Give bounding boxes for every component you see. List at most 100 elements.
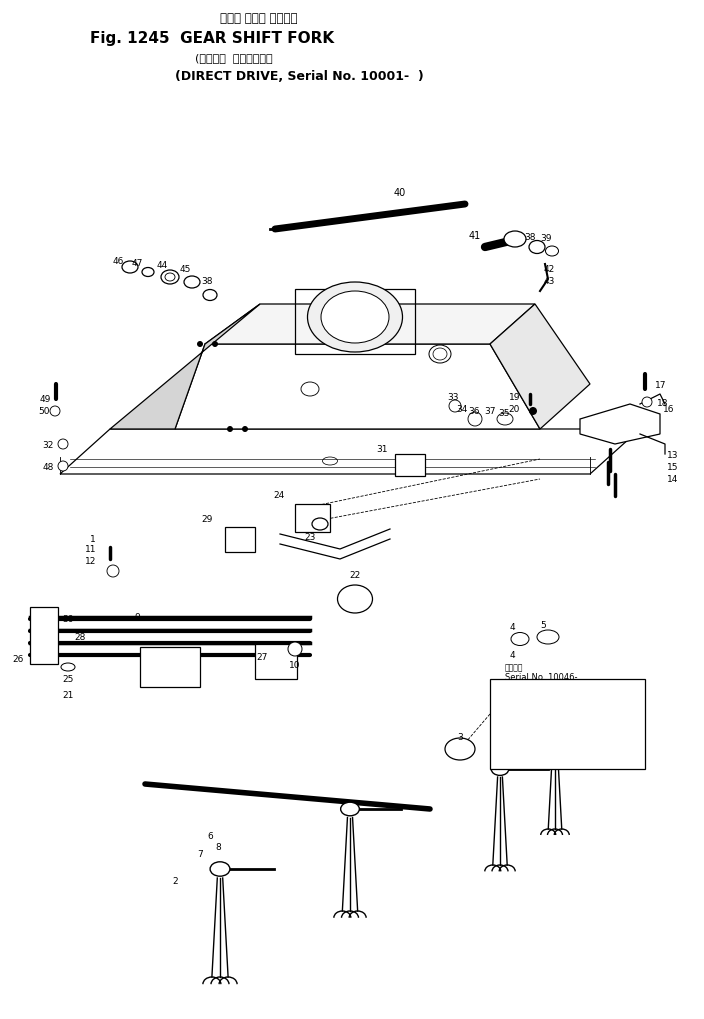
Text: 17: 17 — [655, 380, 667, 389]
Text: 9: 9 — [134, 611, 140, 621]
Circle shape — [449, 400, 461, 413]
Text: ギャー シフト フォーク: ギャー シフト フォーク — [220, 11, 298, 24]
Bar — [295, 504, 330, 533]
Text: 35: 35 — [498, 408, 510, 417]
Bar — [395, 454, 425, 477]
Text: 27: 27 — [256, 653, 268, 662]
Text: 37: 37 — [484, 408, 496, 416]
Ellipse shape — [321, 291, 389, 343]
Polygon shape — [175, 344, 540, 430]
Circle shape — [107, 566, 119, 578]
Text: 18: 18 — [657, 398, 669, 408]
Circle shape — [468, 413, 482, 427]
Text: 30: 30 — [62, 614, 74, 624]
Text: 25: 25 — [63, 675, 74, 684]
Text: (DIRECT DRIVE, Serial No. 10001-  ): (DIRECT DRIVE, Serial No. 10001- ) — [175, 69, 424, 83]
Ellipse shape — [210, 862, 230, 876]
Text: 31: 31 — [377, 445, 388, 454]
Circle shape — [58, 462, 68, 472]
Ellipse shape — [546, 247, 558, 257]
Text: 3: 3 — [457, 733, 463, 742]
Text: 適用号機: 適用号機 — [505, 662, 524, 672]
Text: 43: 43 — [543, 277, 555, 286]
Text: 19: 19 — [508, 393, 520, 403]
Circle shape — [242, 427, 248, 433]
Ellipse shape — [529, 242, 545, 255]
Text: 14: 14 — [667, 475, 679, 484]
Text: 4: 4 — [509, 650, 515, 659]
Text: 28: 28 — [75, 632, 86, 641]
Text: 13: 13 — [667, 450, 679, 459]
Circle shape — [212, 341, 218, 347]
Polygon shape — [110, 305, 260, 430]
Text: 32: 32 — [42, 440, 54, 449]
Circle shape — [197, 341, 203, 347]
Polygon shape — [30, 607, 58, 664]
Circle shape — [227, 427, 233, 433]
Polygon shape — [490, 305, 590, 430]
Text: 47: 47 — [132, 258, 143, 267]
Text: Serial No. 10046-: Serial No. 10046- — [505, 673, 577, 682]
Ellipse shape — [308, 282, 403, 353]
Text: 7: 7 — [197, 850, 203, 859]
Polygon shape — [60, 430, 640, 475]
Text: 41: 41 — [469, 230, 481, 240]
Text: 45: 45 — [180, 265, 191, 274]
Text: 49: 49 — [39, 395, 51, 405]
Text: 29: 29 — [201, 515, 213, 524]
Text: 4: 4 — [509, 622, 515, 631]
FancyBboxPatch shape — [490, 680, 645, 769]
Text: 16: 16 — [663, 406, 674, 414]
Text: 38: 38 — [524, 232, 536, 242]
Text: 15: 15 — [667, 463, 679, 472]
Text: 24: 24 — [274, 490, 285, 499]
Circle shape — [58, 439, 68, 449]
Text: 2: 2 — [172, 876, 178, 886]
Ellipse shape — [142, 268, 154, 277]
Text: 21: 21 — [63, 690, 74, 699]
Text: 40: 40 — [394, 187, 406, 198]
Text: 20: 20 — [508, 406, 520, 414]
Circle shape — [642, 397, 652, 408]
Ellipse shape — [537, 631, 559, 644]
Circle shape — [529, 408, 537, 416]
Text: 23: 23 — [304, 533, 315, 542]
Ellipse shape — [511, 633, 529, 646]
Circle shape — [288, 642, 302, 656]
Text: 6: 6 — [207, 832, 213, 841]
Text: 48: 48 — [42, 462, 54, 471]
Text: Fig. 1245  GEAR SHIFT FORK: Fig. 1245 GEAR SHIFT FORK — [90, 31, 334, 46]
Text: 11: 11 — [84, 545, 96, 554]
Text: 26: 26 — [12, 655, 24, 663]
Ellipse shape — [341, 802, 359, 816]
Ellipse shape — [504, 231, 526, 248]
Ellipse shape — [301, 382, 319, 396]
Text: 22: 22 — [349, 571, 360, 580]
Text: (クラッチ  式、適用号機: (クラッチ 式、適用号機 — [195, 53, 272, 63]
Ellipse shape — [161, 271, 179, 284]
Ellipse shape — [547, 734, 563, 745]
Ellipse shape — [445, 739, 475, 760]
Text: 50: 50 — [38, 408, 50, 416]
Ellipse shape — [429, 345, 451, 364]
Text: 10: 10 — [289, 660, 301, 668]
Text: 36: 36 — [468, 408, 479, 416]
Text: 5: 5 — [540, 620, 546, 629]
Text: 34: 34 — [456, 406, 467, 414]
Ellipse shape — [122, 262, 138, 274]
Text: 39: 39 — [540, 233, 552, 243]
Polygon shape — [205, 305, 535, 344]
Text: 46: 46 — [113, 257, 124, 266]
Text: 38: 38 — [201, 277, 213, 286]
Text: 12: 12 — [84, 557, 96, 566]
Bar — [255, 644, 297, 680]
Bar — [225, 528, 255, 552]
Ellipse shape — [497, 414, 513, 426]
Ellipse shape — [337, 586, 372, 613]
Text: 42: 42 — [543, 265, 555, 274]
Ellipse shape — [312, 519, 328, 531]
Circle shape — [50, 407, 60, 417]
Text: 8: 8 — [215, 843, 221, 852]
Ellipse shape — [491, 763, 509, 775]
Ellipse shape — [203, 290, 217, 302]
